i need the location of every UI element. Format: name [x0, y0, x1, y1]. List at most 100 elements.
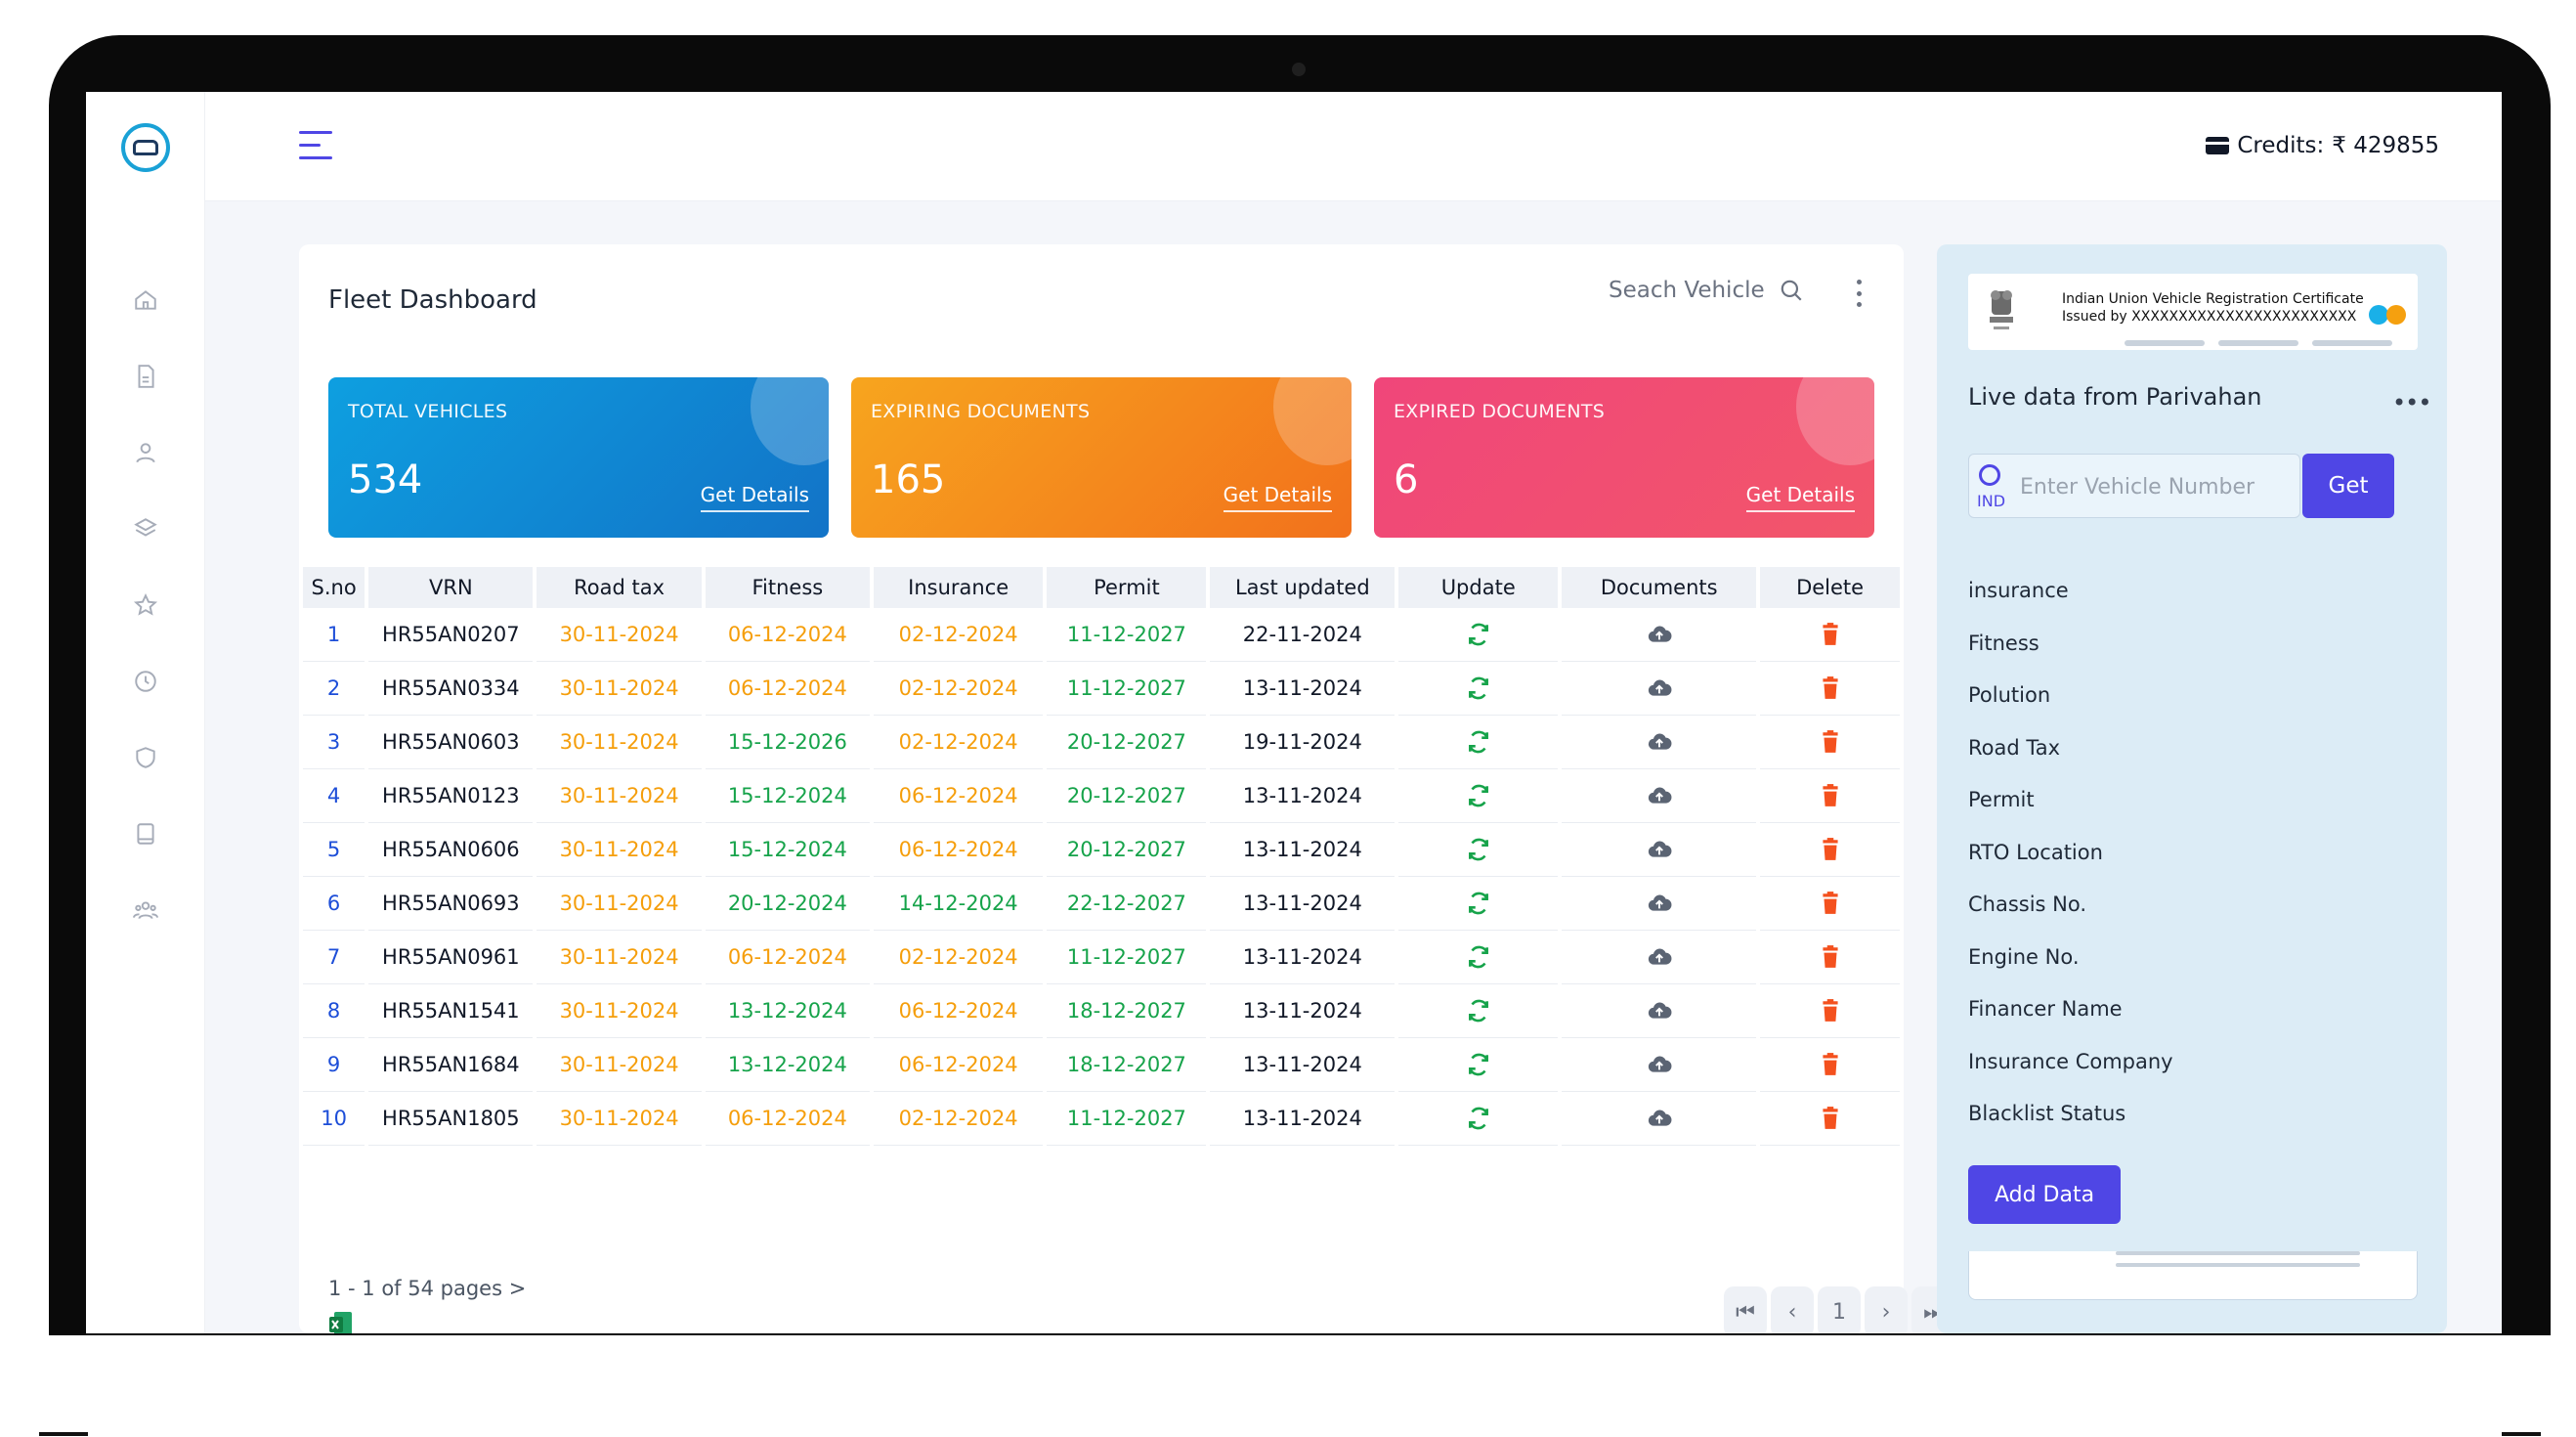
cloud-upload-icon[interactable] — [1562, 662, 1757, 716]
trash-icon[interactable] — [1760, 1038, 1900, 1092]
column-header[interactable]: Fitness — [705, 567, 870, 608]
cell-sno: 3 — [303, 716, 365, 769]
table-row[interactable]: 6 HR55AN0693 30-11-2024 20-12-2024 14-12-202… — [303, 877, 1900, 931]
prev-page-button[interactable]: ‹ — [1771, 1286, 1814, 1333]
cell-vrn[interactable]: HR55AN0334 — [368, 662, 534, 716]
cloud-upload-icon[interactable] — [1562, 1038, 1757, 1092]
trash-icon[interactable] — [1760, 823, 1900, 877]
book-icon[interactable] — [133, 821, 158, 847]
layers-icon[interactable] — [133, 516, 158, 542]
page-title: Fleet Dashboard — [328, 285, 537, 315]
vehicle-number-input[interactable] — [2020, 470, 2294, 503]
table-row[interactable]: 4 HR55AN0123 30-11-2024 15-12-2024 06-12-202… — [303, 769, 1900, 823]
panel-more-icon[interactable]: ••• — [2392, 389, 2431, 416]
cloud-upload-icon[interactable] — [1562, 931, 1757, 984]
cell-vrn[interactable]: HR55AN0123 — [368, 769, 534, 823]
get-button[interactable]: Get — [2302, 454, 2394, 518]
refresh-icon[interactable] — [1398, 984, 1559, 1038]
document-icon[interactable] — [133, 364, 158, 389]
trash-icon[interactable] — [1760, 662, 1900, 716]
cell-vrn[interactable]: HR55AN0603 — [368, 716, 534, 769]
cloud-upload-icon[interactable] — [1562, 877, 1757, 931]
table-row[interactable]: 7 HR55AN0961 30-11-2024 06-12-2024 02-12-202… — [303, 931, 1900, 984]
user-icon[interactable] — [133, 440, 158, 465]
menu-toggle-icon[interactable] — [299, 131, 332, 160]
excel-export-icon[interactable] — [328, 1310, 354, 1333]
trash-icon[interactable] — [1760, 984, 1900, 1038]
cloud-upload-icon[interactable] — [1562, 823, 1757, 877]
column-header[interactable]: Road tax — [537, 567, 702, 608]
cloud-upload-icon[interactable] — [1562, 984, 1757, 1038]
refresh-icon[interactable] — [1398, 877, 1559, 931]
team-icon[interactable] — [133, 897, 158, 923]
trash-icon[interactable] — [1760, 931, 1900, 984]
cloud-upload-icon[interactable] — [1562, 769, 1757, 823]
refresh-icon[interactable] — [1398, 662, 1559, 716]
next-page-button[interactable]: › — [1865, 1286, 1908, 1333]
cell-insurance: 02-12-2024 — [873, 1092, 1044, 1146]
trash-icon[interactable] — [1760, 877, 1900, 931]
cell-insurance: 02-12-2024 — [873, 608, 1044, 662]
laptop-base-area — [0, 1335, 2576, 1437]
cell-vrn[interactable]: HR55AN1684 — [368, 1038, 534, 1092]
table-row[interactable]: 1 HR55AN0207 30-11-2024 06-12-2024 02-12-202… — [303, 608, 1900, 662]
star-icon[interactable] — [133, 592, 158, 618]
cloud-upload-icon[interactable] — [1562, 1092, 1757, 1146]
column-header[interactable]: S.no — [303, 567, 365, 608]
top-bar: Credits: ₹ 429855 — [205, 92, 2502, 201]
cloud-upload-icon[interactable] — [1562, 608, 1757, 662]
cell-sno: 7 — [303, 931, 365, 984]
search-icon[interactable] — [1779, 278, 1804, 303]
home-icon[interactable] — [133, 287, 158, 313]
refresh-icon[interactable] — [1398, 1038, 1559, 1092]
table-row[interactable]: 3 HR55AN0603 30-11-2024 15-12-2026 02-12-202… — [303, 716, 1900, 769]
search-placeholder[interactable]: Seach Vehicle — [1609, 278, 1765, 303]
table-row[interactable]: 9 HR55AN1684 30-11-2024 13-12-2024 06-12-202… — [303, 1038, 1900, 1092]
add-data-button[interactable]: Add Data — [1968, 1165, 2121, 1224]
cell-vrn[interactable]: HR55AN0606 — [368, 823, 534, 877]
column-header[interactable]: Permit — [1047, 567, 1207, 608]
first-page-button[interactable]: ⏮ — [1724, 1286, 1767, 1333]
cell-insurance: 06-12-2024 — [873, 984, 1044, 1038]
table-row[interactable]: 10 HR55AN1805 30-11-2024 06-12-2024 02-12-20… — [303, 1092, 1900, 1146]
cell-vrn[interactable]: HR55AN1805 — [368, 1092, 534, 1146]
vehicle-search[interactable]: Seach Vehicle — [1609, 278, 1804, 303]
stat-label: EXPIRED DOCUMENTS — [1394, 401, 1606, 422]
clock-icon[interactable] — [133, 669, 158, 694]
get-details-link[interactable]: Get Details — [1745, 483, 1855, 512]
cell-vrn[interactable]: HR55AN0961 — [368, 931, 534, 984]
cloud-upload-icon[interactable] — [1562, 716, 1757, 769]
table-row[interactable]: 5 HR55AN0606 30-11-2024 15-12-2024 06-12-202… — [303, 823, 1900, 877]
table-row[interactable]: 2 HR55AN0334 30-11-2024 06-12-2024 02-12-202… — [303, 662, 1900, 716]
credits-display: Credits: ₹ 429855 — [2206, 133, 2439, 158]
table-row[interactable]: 8 HR55AN1541 30-11-2024 13-12-2024 06-12-202… — [303, 984, 1900, 1038]
refresh-icon[interactable] — [1398, 769, 1559, 823]
more-options-icon[interactable] — [1857, 280, 1863, 307]
pagination-info[interactable]: 1 - 1 of 54 pages > — [328, 1277, 527, 1300]
trash-icon[interactable] — [1760, 608, 1900, 662]
cell-vrn[interactable]: HR55AN0207 — [368, 608, 534, 662]
refresh-icon[interactable] — [1398, 1092, 1559, 1146]
column-header[interactable]: Last updated — [1210, 567, 1395, 608]
vehicle-number-field[interactable]: IND — [1968, 454, 2300, 518]
get-details-link[interactable]: Get Details — [1223, 483, 1332, 512]
cell-vrn[interactable]: HR55AN0693 — [368, 877, 534, 931]
column-header[interactable]: Insurance — [873, 567, 1044, 608]
cell-last-updated: 13-11-2024 — [1210, 931, 1395, 984]
refresh-icon[interactable] — [1398, 931, 1559, 984]
app-logo[interactable] — [121, 123, 170, 172]
get-details-link[interactable]: Get Details — [700, 483, 809, 512]
trash-icon[interactable] — [1760, 769, 1900, 823]
current-page[interactable]: 1 — [1818, 1286, 1861, 1333]
stat-value: 6 — [1394, 457, 1419, 502]
refresh-icon[interactable] — [1398, 716, 1559, 769]
refresh-icon[interactable] — [1398, 608, 1559, 662]
chip-icon — [2386, 305, 2406, 325]
column-header[interactable]: VRN — [368, 567, 534, 608]
shield-icon[interactable] — [133, 745, 158, 770]
cell-vrn[interactable]: HR55AN1541 — [368, 984, 534, 1038]
trash-icon[interactable] — [1760, 1092, 1900, 1146]
trash-icon[interactable] — [1760, 716, 1900, 769]
cell-last-updated: 13-11-2024 — [1210, 1092, 1395, 1146]
refresh-icon[interactable] — [1398, 823, 1559, 877]
